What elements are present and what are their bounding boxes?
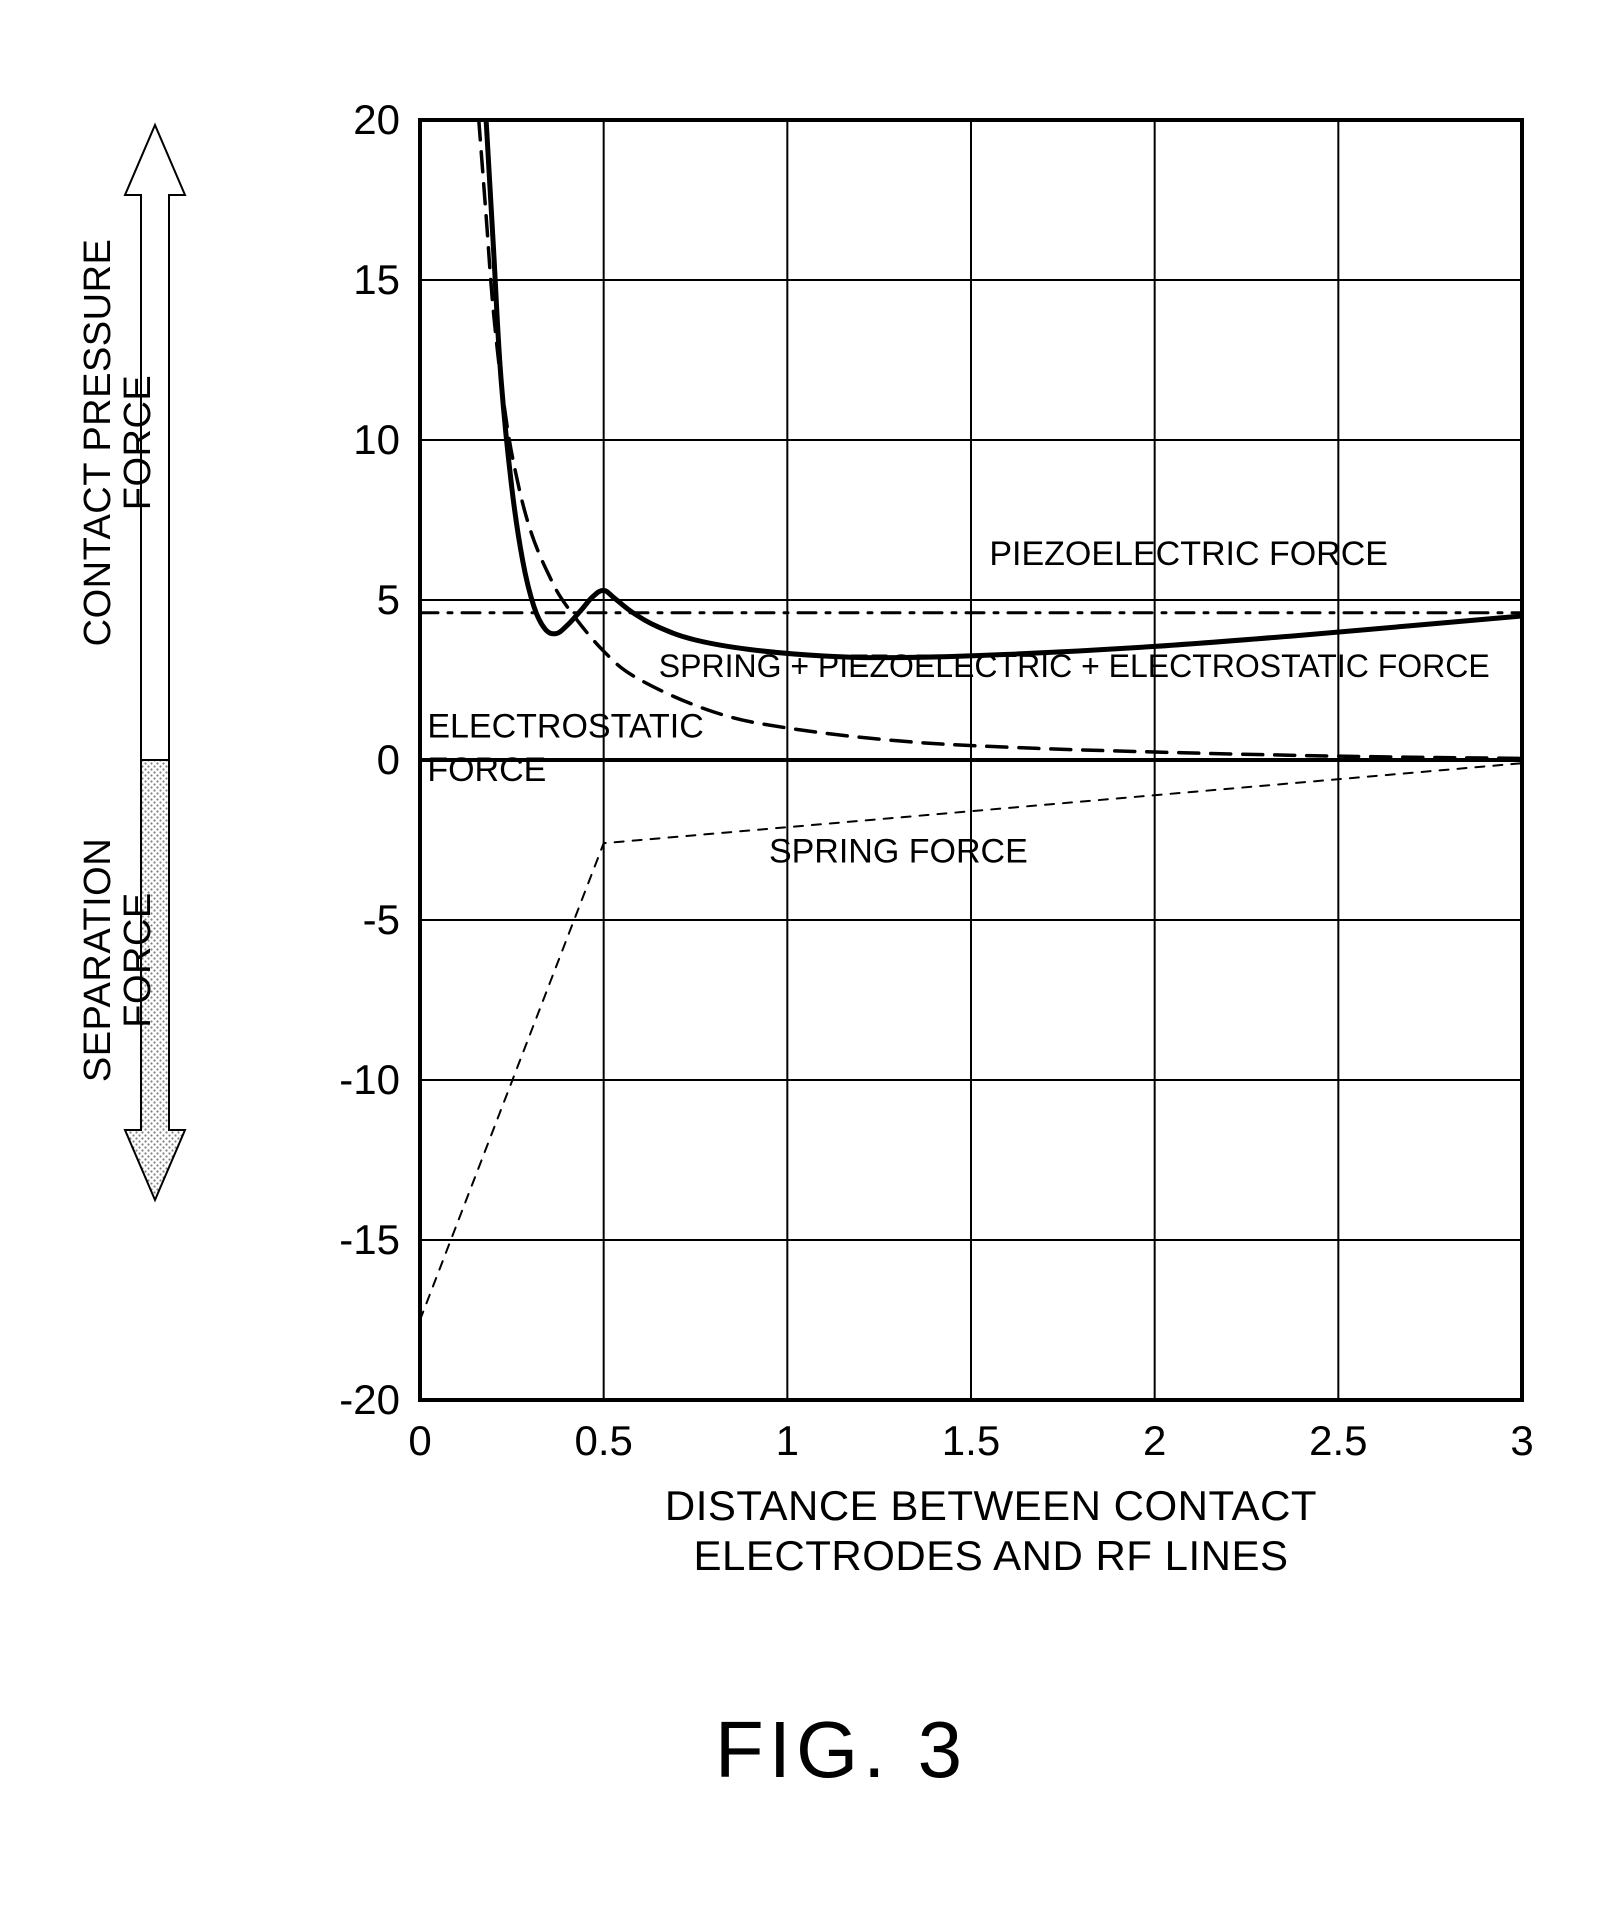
x-tick-label: 1.5: [942, 1417, 1000, 1464]
y-tick-label: 15: [353, 256, 400, 303]
x-tick-label: 0.5: [574, 1417, 632, 1464]
y-tick-label: 20: [353, 96, 400, 143]
series-label-electro-1: ELECTROSTATIC: [427, 708, 703, 746]
series-label-electro-2: FORCE: [427, 751, 546, 789]
x-tick-label: 2.5: [1309, 1417, 1367, 1464]
y-tick-label: -5: [363, 896, 400, 943]
series-label-total: SPRING + PIEZOELECTRIC + ELECTROSTATIC F…: [659, 648, 1490, 684]
figure-caption: FIG. 3: [715, 1705, 967, 1794]
x-tick-label: 2: [1143, 1417, 1166, 1464]
y-tick-label: -15: [339, 1216, 400, 1263]
x-axis-label-2: ELECTRODES AND RF LINES: [694, 1532, 1289, 1579]
x-tick-label: 0: [408, 1417, 431, 1464]
y-tick-label: 10: [353, 416, 400, 463]
y-lower-label-1: SEPARATION: [77, 838, 119, 1082]
y-tick-label: 5: [377, 576, 400, 623]
y-tick-label: -20: [339, 1376, 400, 1423]
y-upper-label-1: CONTACT PRESSURE: [77, 239, 119, 647]
x-tick-label: 1: [776, 1417, 799, 1464]
x-axis-label-1: DISTANCE BETWEEN CONTACT: [665, 1482, 1317, 1529]
series-label-spring: SPRING FORCE: [769, 832, 1028, 870]
y-upper-label-2: FORCE: [117, 375, 159, 511]
series-label-piezo: PIEZOELECTRIC FORCE: [989, 535, 1388, 573]
y-tick-label: 0: [377, 736, 400, 783]
y-lower-label-2: FORCE: [117, 892, 159, 1028]
y-tick-label: -10: [339, 1056, 400, 1103]
x-tick-label: 3: [1510, 1417, 1533, 1464]
